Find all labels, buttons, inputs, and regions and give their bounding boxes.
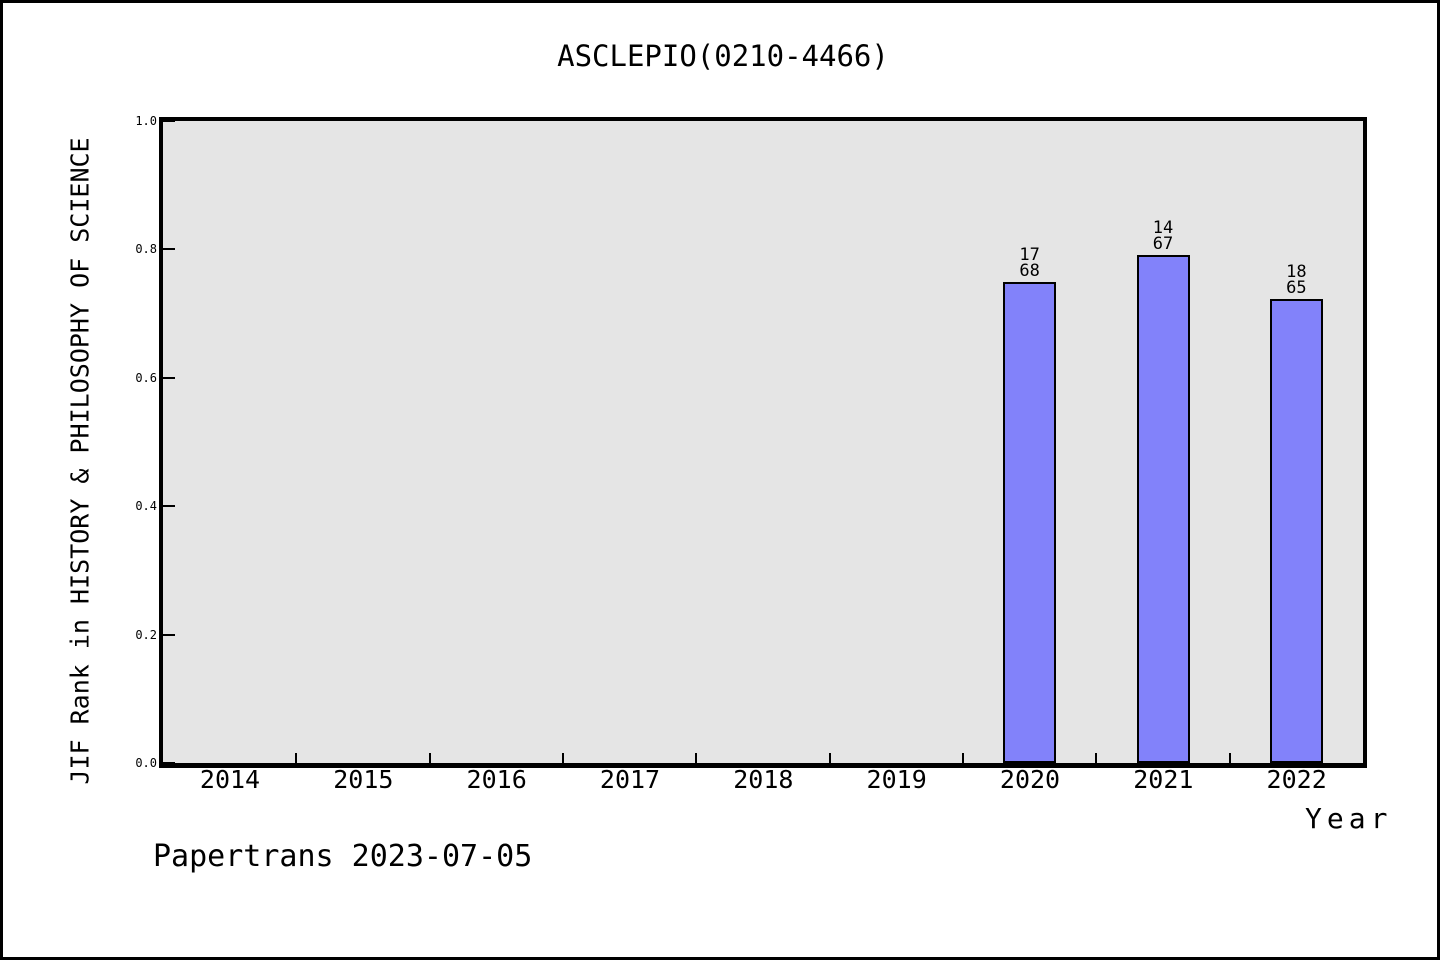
- y-tick-label-0.2: 0.2: [135, 627, 157, 642]
- plot-area: 17 68 14 67 18 65: [159, 117, 1367, 768]
- y-tick-label-0.4: 0.4: [135, 499, 157, 514]
- x-tick-2016-2017: [562, 753, 564, 763]
- bar-2022: [1269, 298, 1323, 763]
- bar-label-2022: 18 65: [1286, 261, 1307, 298]
- x-tick-2018-2019: [828, 753, 831, 763]
- x-tick-label-2020: 2020: [999, 765, 1061, 794]
- x-tick-2017-2018: [695, 753, 698, 763]
- x-tick-2021-2022: [1228, 753, 1231, 763]
- footer-text: Papertrans 2023-07-05: [153, 839, 533, 874]
- y-tick-label-0.0: 0.0: [135, 756, 157, 770]
- bar-2020: [1003, 281, 1057, 763]
- bar-label-2020: 17 68: [1019, 244, 1040, 281]
- x-tick-label-2016: 2016: [466, 765, 527, 794]
- y-tick-label-1.0: 1.0: [135, 114, 157, 128]
- y-tick-label-0.8: 0.8: [135, 242, 157, 257]
- y-tick-label-0.6: 0.6: [135, 370, 157, 385]
- y-tick-0.4: [163, 505, 175, 508]
- x-tick-2019-2020: [962, 753, 964, 763]
- bar-2021: [1136, 255, 1190, 763]
- y-axis-label: JIF Rank in HISTORY & PHILOSOPHY OF SCIE…: [65, 137, 95, 785]
- y-tick-0.0: [163, 762, 175, 764]
- x-tick-label-2018: 2018: [733, 765, 794, 794]
- x-tick-label-2019: 2019: [866, 765, 927, 794]
- x-tick-label-2022: 2022: [1266, 765, 1327, 794]
- x-tick-label-2021: 2021: [1133, 765, 1194, 794]
- x-tick-label-2014: 2014: [199, 765, 261, 794]
- x-tick-2014-2015: [295, 753, 298, 763]
- x-tick-label-2017: 2017: [599, 765, 661, 794]
- y-tick-0.2: [163, 633, 175, 636]
- y-tick-0.8: [163, 248, 175, 251]
- chart-title: ASCLEPIO(0210-4466): [557, 39, 889, 73]
- bar-label-2021: 14 67: [1152, 218, 1174, 255]
- y-tick-1.0: [163, 120, 175, 122]
- x-tick-2015-2016: [428, 753, 431, 763]
- x-tick-label-2015: 2015: [333, 765, 394, 794]
- y-tick-0.6: [163, 376, 175, 379]
- x-axis-label: Year: [1305, 802, 1393, 835]
- x-tick-2020-2021: [1095, 753, 1098, 763]
